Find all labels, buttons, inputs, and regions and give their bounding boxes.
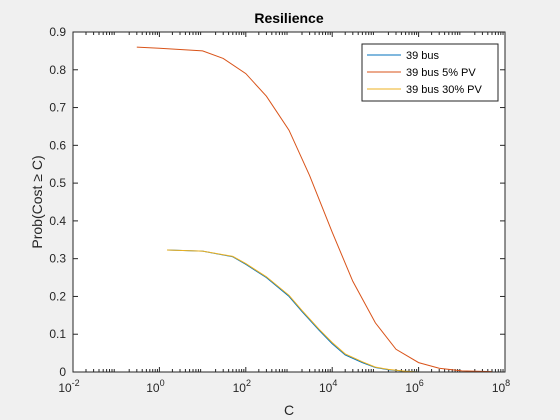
x-tick-label: 102 [233, 378, 251, 395]
x-tick-exponent: 2 [246, 378, 251, 388]
series-line-2 [136, 46, 493, 373]
y-tick-label: 0.6 [49, 138, 66, 152]
x-tick-base: 10 [233, 381, 247, 395]
legend-label: 39 bus 5% PV [406, 67, 476, 79]
x-tick-base: 10 [58, 381, 72, 395]
y-axis-label: Prob(Cost ≥ C) [29, 155, 45, 248]
x-tick-exponent: 0 [160, 378, 165, 388]
x-tick-base: 10 [405, 381, 419, 395]
x-tick-exponent: -2 [72, 378, 80, 388]
x-tick-exponent: 6 [419, 378, 424, 388]
x-tick-label: 108 [492, 378, 510, 395]
x-tick-base: 10 [146, 381, 160, 395]
x-tick-label: 10-2 [58, 378, 79, 395]
x-tick-label: 100 [146, 378, 164, 395]
legend: 39 bus 39 bus 5% PV 39 bus 30% PV [361, 43, 499, 102]
y-tick-label: 0 [59, 365, 66, 379]
series-layer [136, 46, 493, 373]
x-tick-base: 10 [319, 381, 333, 395]
y-tick-label: 0.4 [49, 214, 66, 228]
y-tick-label: 0.2 [49, 289, 66, 303]
ticks-layer: 00.10.20.30.40.50.60.70.80.910-2 100 102 10… [49, 25, 510, 395]
x-tick-label: 104 [319, 378, 337, 395]
legend-label: 39 bus 30% PV [406, 84, 482, 96]
chart-title: Resilience [254, 10, 323, 26]
legend-label: 39 bus [406, 50, 440, 62]
x-tick-exponent: 4 [332, 378, 337, 388]
series-line-3 [166, 249, 419, 373]
y-tick-label: 0.1 [49, 327, 66, 341]
y-tick-label: 0.3 [49, 252, 66, 266]
x-tick-exponent: 8 [505, 378, 510, 388]
y-tick-label: 0.7 [49, 101, 66, 115]
y-tick-label: 0.9 [49, 25, 66, 39]
y-tick-label: 0.5 [49, 176, 66, 190]
x-tick-base: 10 [492, 381, 506, 395]
plot-border [72, 31, 506, 373]
x-tick-label: 106 [405, 378, 423, 395]
y-tick-label: 0.8 [49, 63, 66, 77]
x-axis-label: C [284, 402, 294, 418]
